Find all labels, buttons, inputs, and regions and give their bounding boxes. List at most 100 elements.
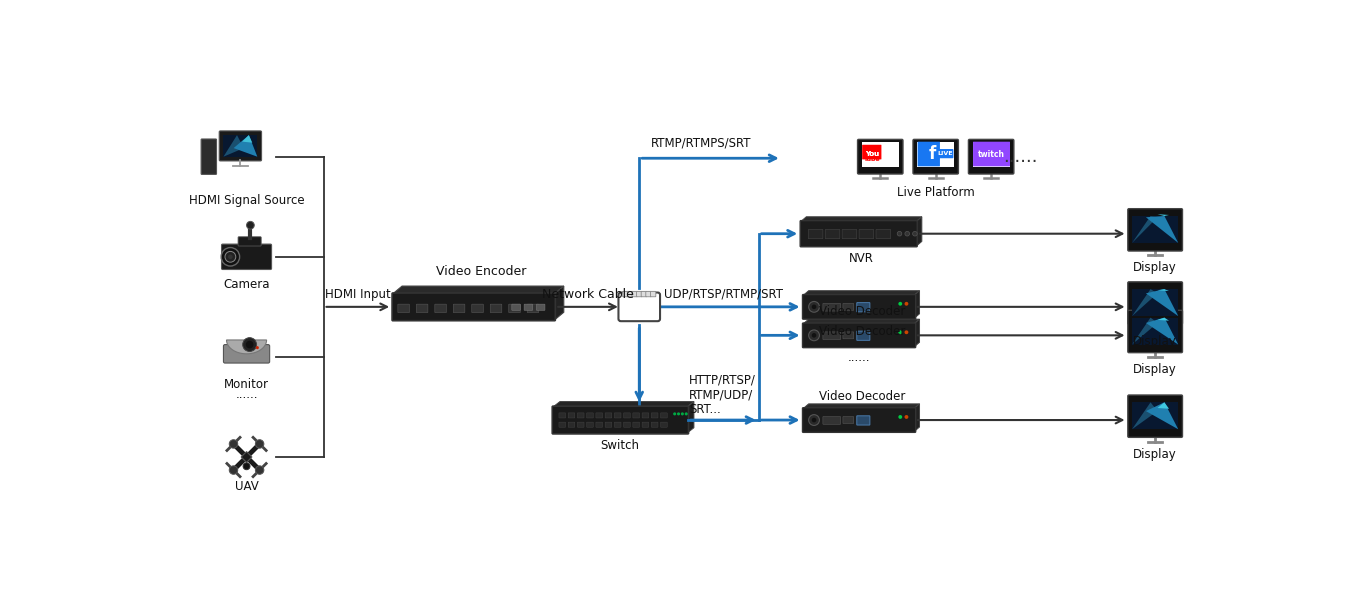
- Circle shape: [899, 415, 902, 419]
- Polygon shape: [1132, 216, 1178, 243]
- FancyBboxPatch shape: [619, 293, 660, 321]
- FancyBboxPatch shape: [605, 422, 612, 427]
- FancyBboxPatch shape: [1127, 282, 1182, 324]
- Circle shape: [677, 412, 680, 415]
- FancyBboxPatch shape: [862, 145, 881, 160]
- Polygon shape: [1146, 216, 1178, 243]
- Polygon shape: [1132, 403, 1157, 429]
- Polygon shape: [1157, 317, 1170, 320]
- Text: LIVE: LIVE: [937, 151, 953, 156]
- Circle shape: [904, 302, 908, 305]
- FancyBboxPatch shape: [918, 142, 940, 166]
- Circle shape: [812, 418, 816, 422]
- Polygon shape: [1132, 216, 1157, 243]
- FancyBboxPatch shape: [1127, 395, 1182, 437]
- Circle shape: [224, 251, 235, 262]
- FancyBboxPatch shape: [490, 304, 502, 313]
- FancyBboxPatch shape: [632, 292, 638, 297]
- FancyBboxPatch shape: [857, 331, 870, 340]
- FancyBboxPatch shape: [808, 229, 823, 239]
- Circle shape: [812, 333, 816, 338]
- FancyBboxPatch shape: [843, 416, 854, 424]
- Text: Video Decoder: Video Decoder: [819, 325, 904, 338]
- Text: RTMP/RTMPS/SRT: RTMP/RTMPS/SRT: [651, 137, 751, 150]
- Circle shape: [898, 232, 902, 236]
- Text: Display: Display: [1133, 363, 1176, 376]
- Text: Video Decoder: Video Decoder: [819, 305, 904, 319]
- FancyBboxPatch shape: [641, 292, 646, 297]
- FancyBboxPatch shape: [568, 413, 575, 418]
- FancyBboxPatch shape: [524, 304, 533, 310]
- FancyBboxPatch shape: [876, 229, 891, 239]
- Polygon shape: [804, 319, 919, 324]
- Polygon shape: [223, 135, 257, 157]
- Polygon shape: [914, 319, 919, 347]
- FancyBboxPatch shape: [632, 413, 639, 418]
- Polygon shape: [1132, 317, 1178, 344]
- FancyBboxPatch shape: [651, 413, 658, 418]
- FancyBboxPatch shape: [650, 292, 656, 297]
- Circle shape: [681, 412, 684, 415]
- Circle shape: [256, 346, 258, 349]
- FancyBboxPatch shape: [632, 422, 639, 427]
- FancyBboxPatch shape: [453, 304, 465, 313]
- Polygon shape: [1157, 214, 1170, 216]
- Polygon shape: [1157, 289, 1170, 291]
- FancyBboxPatch shape: [596, 413, 602, 418]
- FancyBboxPatch shape: [627, 292, 632, 297]
- FancyBboxPatch shape: [842, 229, 857, 239]
- Polygon shape: [1146, 289, 1178, 316]
- FancyBboxPatch shape: [472, 304, 483, 313]
- Polygon shape: [687, 401, 694, 433]
- Text: UDP/RTSP/RTMP/SRT: UDP/RTSP/RTMP/SRT: [664, 287, 783, 301]
- Text: You: You: [865, 151, 879, 157]
- Circle shape: [243, 463, 250, 470]
- Polygon shape: [804, 404, 919, 409]
- FancyBboxPatch shape: [843, 304, 854, 310]
- Text: ......: ......: [1004, 148, 1038, 166]
- Text: Network Cable: Network Cable: [541, 289, 634, 301]
- FancyBboxPatch shape: [511, 304, 521, 310]
- FancyBboxPatch shape: [802, 408, 915, 433]
- Circle shape: [812, 305, 816, 309]
- FancyBboxPatch shape: [623, 292, 628, 297]
- Polygon shape: [554, 401, 694, 407]
- FancyBboxPatch shape: [559, 413, 566, 418]
- Text: twitch: twitch: [978, 150, 1005, 159]
- Circle shape: [230, 440, 238, 448]
- Circle shape: [913, 232, 917, 236]
- Polygon shape: [1146, 403, 1178, 429]
- FancyBboxPatch shape: [857, 302, 870, 312]
- FancyBboxPatch shape: [219, 131, 261, 161]
- Polygon shape: [1132, 317, 1157, 344]
- FancyBboxPatch shape: [858, 139, 903, 174]
- Text: Video Encoder: Video Encoder: [437, 265, 526, 278]
- Circle shape: [809, 415, 820, 425]
- FancyBboxPatch shape: [605, 413, 612, 418]
- FancyBboxPatch shape: [826, 229, 840, 239]
- Polygon shape: [555, 286, 564, 320]
- Polygon shape: [1132, 289, 1157, 316]
- FancyBboxPatch shape: [636, 292, 642, 297]
- FancyBboxPatch shape: [823, 304, 840, 311]
- Circle shape: [256, 466, 264, 475]
- Polygon shape: [1146, 317, 1178, 344]
- FancyBboxPatch shape: [435, 304, 446, 313]
- Polygon shape: [917, 142, 955, 167]
- Text: ......: ......: [847, 351, 870, 364]
- Circle shape: [230, 466, 238, 475]
- Circle shape: [684, 412, 688, 415]
- Polygon shape: [1132, 289, 1178, 316]
- FancyBboxPatch shape: [238, 237, 261, 246]
- FancyBboxPatch shape: [823, 332, 840, 340]
- FancyBboxPatch shape: [596, 422, 602, 427]
- FancyBboxPatch shape: [802, 295, 915, 319]
- FancyBboxPatch shape: [651, 422, 658, 427]
- Text: Display: Display: [1133, 335, 1176, 347]
- Text: Video Decoder: Video Decoder: [819, 390, 904, 403]
- Circle shape: [222, 248, 239, 266]
- Text: You: You: [865, 151, 879, 157]
- Polygon shape: [223, 135, 243, 157]
- Circle shape: [899, 302, 902, 305]
- Polygon shape: [242, 135, 252, 143]
